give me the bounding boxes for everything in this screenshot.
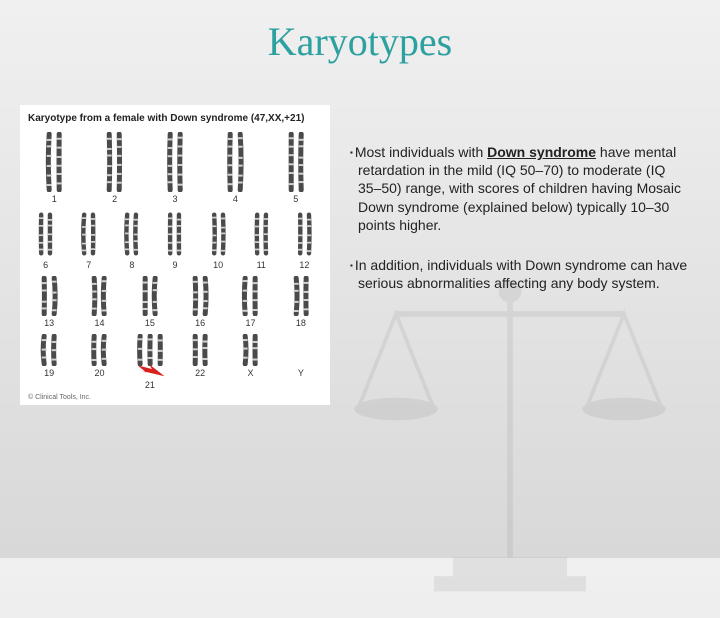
chromosome-X: X [229,334,271,390]
chrom-label-8: 8 [129,260,134,270]
bullet-2: ▪In addition, individuals with Down synd… [350,256,688,292]
chrom-label-14: 14 [94,318,104,328]
chrom-row-c: 13 14 15 16 17 18 [28,276,322,328]
chrom-label-17: 17 [245,318,255,328]
bullet-1: ▪Most individuals with Down syndrome hav… [350,143,688,234]
chrom-label-Y: Y [298,368,304,378]
chromosome-17: 17 [229,276,271,328]
figure-copyright: © Clinical Tools, Inc. [28,394,322,401]
bullet-marker: ▪ [350,261,353,270]
chrom-label-21: 21 [145,380,155,390]
bullet-1-prefix: Most individuals with [355,144,487,160]
chromosome-5: 5 [270,132,322,204]
chrom-label-19: 19 [44,368,54,378]
chromosome-14: 14 [78,276,120,328]
chromosome-21: 21 [129,334,171,390]
chromosome-16: 16 [179,276,221,328]
chromosome-6: 6 [28,210,63,270]
chrom-row-b: 6 7 8 9 10 11 12 [28,210,322,270]
chrom-label-18: 18 [296,318,306,328]
chromosome-13: 13 [28,276,70,328]
karyotype-figure: Karyotype from a female with Down syndro… [20,105,330,405]
chromosome-15: 15 [129,276,171,328]
chrom-label-16: 16 [195,318,205,328]
chromosome-12: 12 [287,210,322,270]
figure-title: Karyotype from a female with Down syndro… [28,113,322,124]
chrom-row-a: 1 2 3 4 5 [28,132,322,204]
chrom-label-6: 6 [43,260,48,270]
chromosome-4: 4 [209,132,261,204]
chrom-label-11: 11 [257,260,266,270]
chrom-label-20: 20 [94,368,104,378]
chromosome-10: 10 [201,210,236,270]
chrom-label-2: 2 [112,194,117,204]
chrom-label-12: 12 [299,260,309,270]
text-column: ▪Most individuals with Down syndrome hav… [350,105,700,405]
chrom-label-4: 4 [233,194,238,204]
chrom-label-22: 22 [195,368,205,378]
chrom-label-X: X [247,368,253,378]
chrom-label-1: 1 [52,194,57,204]
chromosome-22: 22 [179,334,221,390]
chromosome-8: 8 [114,210,149,270]
chrom-label-10: 10 [213,260,223,270]
chromosome-1: 1 [28,132,80,204]
chrom-label-7: 7 [86,260,91,270]
chromosome-11: 11 [244,210,279,270]
content-row: Karyotype from a female with Down syndro… [0,105,720,405]
chromosome-20: 20 [78,334,120,390]
chrom-label-5: 5 [293,194,298,204]
chrom-label-15: 15 [145,318,155,328]
bullet-2-text: In addition, individuals with Down syndr… [355,257,687,291]
chromosome-9: 9 [157,210,192,270]
bullet-1-emphasis: Down syndrome [487,144,596,160]
chromosome-2: 2 [88,132,140,204]
chrom-label-13: 13 [44,318,54,328]
chrom-row-d: 19 20 21 22 X Y [28,334,322,390]
chrom-label-3: 3 [172,194,177,204]
page-title: Karyotypes [0,18,720,65]
chromosome-19: 19 [28,334,70,390]
chromosome-18: 18 [280,276,322,328]
chromosome-3: 3 [149,132,201,204]
chromosome-7: 7 [71,210,106,270]
chrom-label-9: 9 [172,260,177,270]
bullet-marker: ▪ [350,148,353,157]
chromosome-Y: Y [280,334,322,390]
